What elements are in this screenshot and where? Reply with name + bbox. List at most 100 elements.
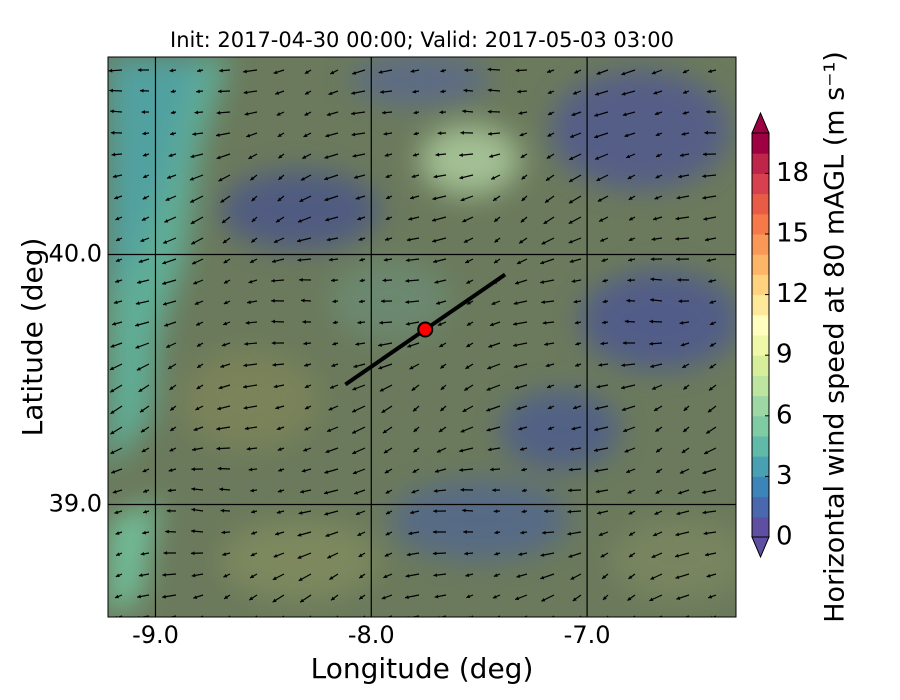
wind-arrow-head (379, 320, 383, 325)
wind-arrow-head (410, 510, 414, 515)
wind-arrow-head (568, 199, 573, 204)
wind-arrow-head (139, 408, 144, 413)
wind-arrow-head (277, 489, 282, 493)
wind-arrow-head (433, 509, 437, 514)
wind-arrow-head (649, 618, 653, 622)
wind-arrow-head (488, 344, 493, 348)
wind-arrow-head (540, 575, 545, 580)
wind-arrow-head (249, 596, 254, 601)
wind-arrow-head (411, 386, 416, 391)
wind-arrow (139, 615, 150, 617)
wind-arrow-head (678, 299, 683, 304)
wind-arrow-head (650, 298, 654, 302)
wind-arrow-head (492, 594, 497, 599)
wind-arrow-head (271, 278, 275, 283)
wind-arrow-head (628, 257, 633, 262)
wind-arrow-head (142, 152, 147, 157)
wind-arrow-head (486, 407, 491, 412)
wind-arrow-head (459, 153, 463, 157)
wind-arrow-head (464, 68, 469, 73)
wind-arrow-head (299, 198, 304, 202)
wind-arrow-head (246, 446, 251, 451)
wind-arrow-head (541, 597, 546, 602)
wind-arrow (409, 615, 420, 617)
wind-arrow-head (514, 618, 518, 622)
wind-arrow-head (138, 388, 143, 392)
wind-arrow-head (247, 300, 251, 305)
wind-arrow-head (542, 320, 547, 325)
wind-arrow-head (251, 238, 256, 243)
wind-arrow-head (463, 239, 468, 243)
wind-arrow-head (486, 387, 491, 391)
wind-arrow-head (459, 468, 463, 472)
wind-arrow-head (705, 109, 710, 114)
wind-arrow-head (324, 470, 329, 474)
wind-arrow-head (462, 508, 466, 513)
wind-arrow-head (110, 344, 115, 348)
wind-arrow-head (331, 363, 336, 367)
wind-arrow-head (575, 363, 580, 367)
wind-arrow-head (567, 531, 572, 536)
wind-arrow-head (487, 109, 492, 114)
wind-arrow-head (167, 488, 172, 493)
wind-arrow-head (136, 366, 141, 371)
wind-arrow-head (135, 345, 140, 349)
wind-arrow-head (438, 428, 443, 433)
wind-arrow-head (272, 576, 277, 580)
wind-arrow-head (516, 574, 521, 578)
wind-arrow-head (703, 152, 707, 157)
wind-arrow-head (359, 299, 363, 304)
wind-arrow-head (162, 572, 167, 577)
wind-arrow-head (706, 573, 711, 578)
wind-arrow-head (222, 552, 227, 556)
wind-arrow-head (191, 529, 195, 534)
wind-arrow-head (355, 342, 360, 346)
wind-field (108, 57, 736, 622)
wind-arrow-head (304, 426, 309, 431)
wind-arrow-head (654, 407, 659, 411)
wind-arrow-head (115, 216, 120, 221)
wind-arrow-head (193, 595, 198, 599)
wind-arrow-head (487, 67, 492, 72)
wind-arrow-head (222, 239, 227, 244)
wind-arrow-head (489, 154, 494, 158)
wind-arrow-head (273, 239, 278, 243)
wind-arrow-head (597, 198, 602, 202)
wind-arrow-head (702, 174, 706, 178)
wind-arrow-head (351, 132, 356, 137)
wind-arrow-head (142, 195, 147, 200)
wind-arrow-head (192, 260, 197, 265)
wind-arrow-head (569, 156, 574, 160)
wind-arrow-head (330, 596, 335, 601)
wind-arrow-head (440, 386, 445, 390)
wind-arrow-head (324, 197, 329, 202)
wind-arrow-head (675, 532, 680, 537)
wind-arrow-head (465, 365, 470, 369)
wind-arrow-head (594, 448, 598, 452)
wind-arrow-head (678, 490, 682, 495)
wind-arrow-head (678, 174, 682, 179)
wind-arrow-head (600, 553, 605, 558)
wind-arrow-head (709, 343, 714, 347)
x-tick-label: -8.0 (348, 621, 395, 649)
wind-arrow-head (628, 575, 633, 579)
wind-arrow-head (197, 68, 201, 73)
wind-arrow-head (683, 428, 688, 432)
wind-arrow-head (704, 450, 709, 455)
wind-arrow-head (491, 176, 496, 180)
wind-arrow-head (405, 300, 410, 304)
wind-arrow-head (191, 573, 196, 578)
wind-arrow-head (412, 89, 417, 94)
wind-arrow-head (191, 240, 196, 245)
wind-arrow-head (568, 220, 573, 224)
colorbar-band (752, 476, 769, 498)
wind-arrow-head (352, 470, 357, 475)
wind-arrow-head (137, 68, 142, 72)
wind-arrow-head (303, 341, 308, 346)
plot-frame (107, 56, 737, 618)
wind-arrow-head (328, 406, 333, 411)
wind-arrow-head (223, 321, 228, 326)
wind-arrow-head (243, 405, 248, 410)
wind-arrow-head (440, 407, 445, 412)
wind-arrow-head (168, 153, 173, 158)
